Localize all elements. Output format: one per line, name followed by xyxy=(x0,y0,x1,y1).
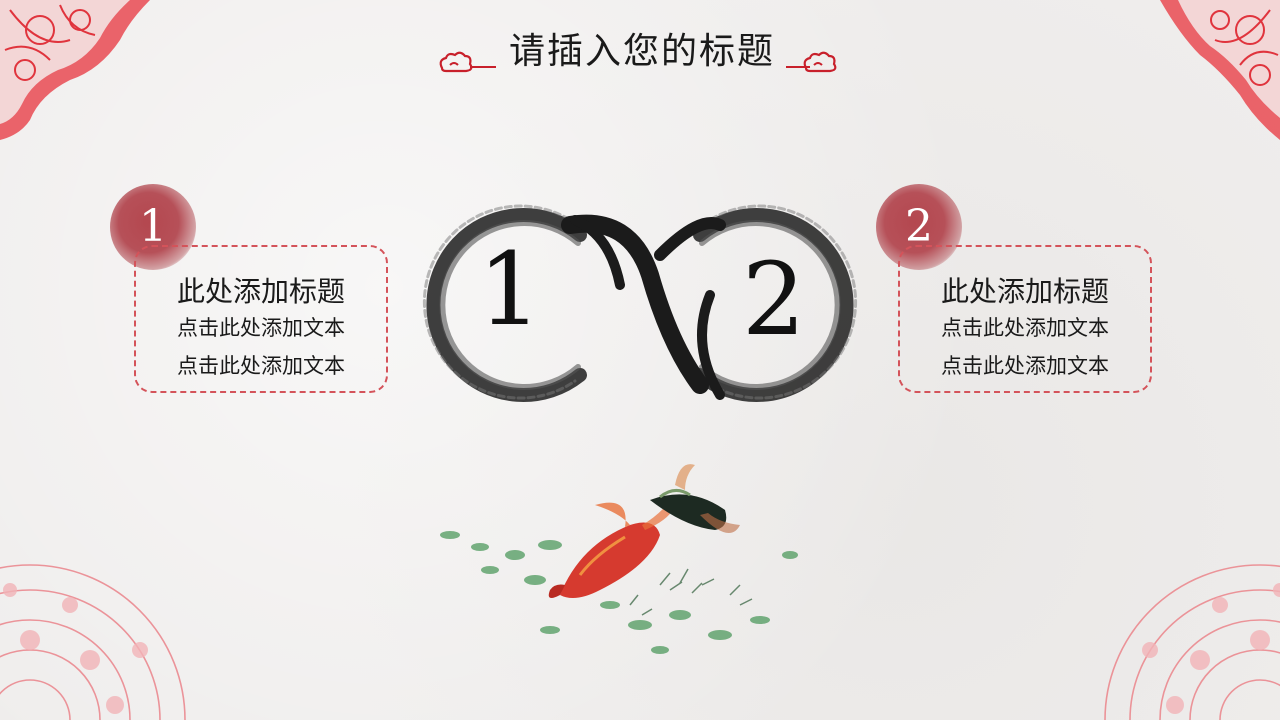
title-rule-right xyxy=(786,66,810,68)
koi-fish-painting xyxy=(440,464,798,654)
card-text-line: 点击此处添加文本 xyxy=(941,316,1109,340)
cloud-ornament-left-icon xyxy=(439,51,473,73)
card-text-line: 点击此处添加文本 xyxy=(177,316,345,340)
page-title: 请插入您的标题 xyxy=(508,31,775,72)
papercut-corner-top-right xyxy=(1160,0,1280,140)
card-text-line: 点击此处添加文本 xyxy=(177,354,345,378)
info-card-1[interactable]: 此处添加标题 点击此处添加文本 点击此处添加文本 xyxy=(134,245,388,393)
title-area: 请插入您的标题 xyxy=(0,22,1280,82)
card-text-line: 点击此处添加文本 xyxy=(941,354,1109,378)
cloud-ornament-right-icon xyxy=(803,51,837,73)
card-heading: 此处添加标题 xyxy=(176,275,345,308)
papercut-corner-top-left xyxy=(0,0,150,140)
card-heading: 此处添加标题 xyxy=(940,275,1109,308)
number-badge-1: 1 xyxy=(110,184,196,270)
ink-brush-rings xyxy=(422,204,858,402)
center-number-1: 1 xyxy=(478,231,542,348)
number-badge-2: 2 xyxy=(876,184,962,270)
center-number-2: 2 xyxy=(742,241,806,358)
title-rule-left xyxy=(470,66,496,68)
info-card-2[interactable]: 此处添加标题 点击此处添加文本 点击此处添加文本 xyxy=(898,245,1152,393)
papercut-corner-bottom-left xyxy=(0,564,186,720)
papercut-corner-bottom-right xyxy=(1104,564,1280,720)
